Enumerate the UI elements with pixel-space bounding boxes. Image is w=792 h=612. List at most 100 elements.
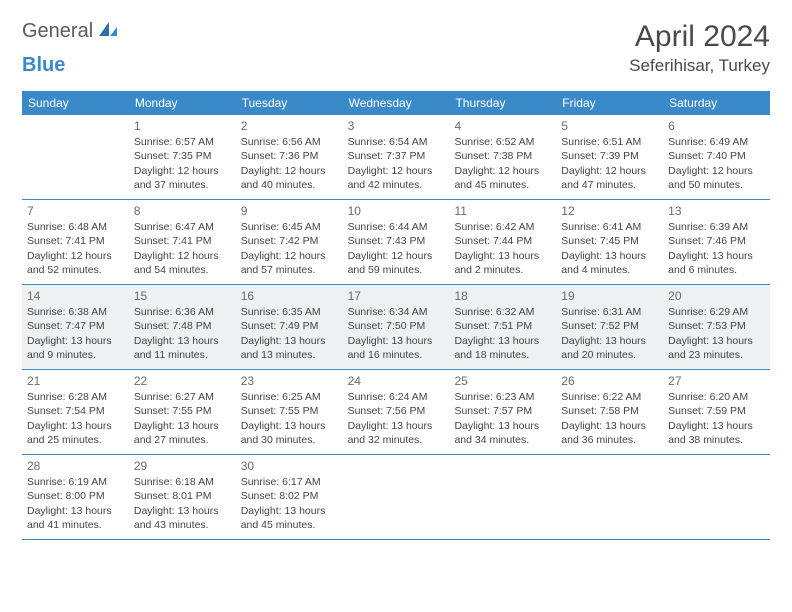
sunrise-text: Sunrise: 6:56 AM [241, 135, 338, 149]
sunrise-text: Sunrise: 6:39 AM [668, 220, 765, 234]
day-cell [556, 455, 663, 539]
day-cell: 5Sunrise: 6:51 AMSunset: 7:39 PMDaylight… [556, 115, 663, 199]
day-number: 22 [134, 373, 231, 389]
daylight-text: Daylight: 12 hours [348, 164, 445, 178]
day-cell: 14Sunrise: 6:38 AMSunset: 7:47 PMDayligh… [22, 285, 129, 369]
day-number: 21 [27, 373, 124, 389]
sunset-text: Sunset: 7:57 PM [454, 404, 551, 418]
day-cell: 20Sunrise: 6:29 AMSunset: 7:53 PMDayligh… [663, 285, 770, 369]
day-number: 20 [668, 288, 765, 304]
sunset-text: Sunset: 7:58 PM [561, 404, 658, 418]
day-number: 16 [241, 288, 338, 304]
sunrise-text: Sunrise: 6:47 AM [134, 220, 231, 234]
logo-text-blue: Blue [22, 54, 65, 77]
day-cell: 7Sunrise: 6:48 AMSunset: 7:41 PMDaylight… [22, 200, 129, 284]
day-cell: 9Sunrise: 6:45 AMSunset: 7:42 PMDaylight… [236, 200, 343, 284]
daylight-text: Daylight: 13 hours [561, 334, 658, 348]
day-cell: 28Sunrise: 6:19 AMSunset: 8:00 PMDayligh… [22, 455, 129, 539]
sunset-text: Sunset: 7:51 PM [454, 319, 551, 333]
dow-cell: Saturday [663, 91, 770, 115]
daylight-text: and 32 minutes. [348, 433, 445, 447]
day-cell: 17Sunrise: 6:34 AMSunset: 7:50 PMDayligh… [343, 285, 450, 369]
daylight-text: and 23 minutes. [668, 348, 765, 362]
day-cell [449, 455, 556, 539]
week-row: 1Sunrise: 6:57 AMSunset: 7:35 PMDaylight… [22, 115, 770, 200]
day-number: 3 [348, 118, 445, 134]
sunrise-text: Sunrise: 6:36 AM [134, 305, 231, 319]
sunset-text: Sunset: 7:41 PM [134, 234, 231, 248]
daylight-text: Daylight: 12 hours [241, 249, 338, 263]
sunrise-text: Sunrise: 6:48 AM [27, 220, 124, 234]
day-number: 17 [348, 288, 445, 304]
sunrise-text: Sunrise: 6:38 AM [27, 305, 124, 319]
day-number: 29 [134, 458, 231, 474]
dow-cell: Friday [556, 91, 663, 115]
day-number: 24 [348, 373, 445, 389]
week-row: 14Sunrise: 6:38 AMSunset: 7:47 PMDayligh… [22, 285, 770, 370]
daylight-text: and 16 minutes. [348, 348, 445, 362]
daylight-text: Daylight: 13 hours [348, 334, 445, 348]
day-cell: 21Sunrise: 6:28 AMSunset: 7:54 PMDayligh… [22, 370, 129, 454]
daylight-text: Daylight: 12 hours [134, 249, 231, 263]
sunrise-text: Sunrise: 6:28 AM [27, 390, 124, 404]
sunset-text: Sunset: 7:44 PM [454, 234, 551, 248]
sunset-text: Sunset: 7:36 PM [241, 149, 338, 163]
daylight-text: and 11 minutes. [134, 348, 231, 362]
sunset-text: Sunset: 8:01 PM [134, 489, 231, 503]
sunset-text: Sunset: 7:48 PM [134, 319, 231, 333]
sunset-text: Sunset: 7:52 PM [561, 319, 658, 333]
sunset-text: Sunset: 7:53 PM [668, 319, 765, 333]
sunrise-text: Sunrise: 6:19 AM [27, 475, 124, 489]
daylight-text: and 43 minutes. [134, 518, 231, 532]
day-number: 14 [27, 288, 124, 304]
day-cell: 26Sunrise: 6:22 AMSunset: 7:58 PMDayligh… [556, 370, 663, 454]
sunset-text: Sunset: 7:54 PM [27, 404, 124, 418]
month-title: April 2024 [629, 20, 770, 54]
daylight-text: Daylight: 13 hours [454, 249, 551, 263]
day-cell: 13Sunrise: 6:39 AMSunset: 7:46 PMDayligh… [663, 200, 770, 284]
daylight-text: Daylight: 13 hours [134, 334, 231, 348]
day-cell: 22Sunrise: 6:27 AMSunset: 7:55 PMDayligh… [129, 370, 236, 454]
day-number: 6 [668, 118, 765, 134]
day-number: 23 [241, 373, 338, 389]
day-cell: 2Sunrise: 6:56 AMSunset: 7:36 PMDaylight… [236, 115, 343, 199]
dow-cell: Tuesday [236, 91, 343, 115]
dow-header-row: SundayMondayTuesdayWednesdayThursdayFrid… [22, 91, 770, 115]
day-cell [663, 455, 770, 539]
daylight-text: Daylight: 13 hours [27, 334, 124, 348]
day-cell [22, 115, 129, 199]
day-number: 4 [454, 118, 551, 134]
daylight-text: Daylight: 13 hours [241, 419, 338, 433]
daylight-text: Daylight: 13 hours [27, 419, 124, 433]
daylight-text: Daylight: 12 hours [454, 164, 551, 178]
daylight-text: Daylight: 13 hours [241, 334, 338, 348]
day-cell: 8Sunrise: 6:47 AMSunset: 7:41 PMDaylight… [129, 200, 236, 284]
week-row: 28Sunrise: 6:19 AMSunset: 8:00 PMDayligh… [22, 455, 770, 540]
daylight-text: Daylight: 12 hours [561, 164, 658, 178]
location: Seferihisar, Turkey [629, 56, 770, 76]
sunrise-text: Sunrise: 6:23 AM [454, 390, 551, 404]
day-cell [343, 455, 450, 539]
daylight-text: Daylight: 13 hours [134, 419, 231, 433]
sunrise-text: Sunrise: 6:20 AM [668, 390, 765, 404]
daylight-text: Daylight: 13 hours [348, 419, 445, 433]
sunset-text: Sunset: 7:40 PM [668, 149, 765, 163]
sunset-text: Sunset: 7:47 PM [27, 319, 124, 333]
day-cell: 6Sunrise: 6:49 AMSunset: 7:40 PMDaylight… [663, 115, 770, 199]
daylight-text: Daylight: 12 hours [241, 164, 338, 178]
title-block: April 2024 Seferihisar, Turkey [629, 20, 770, 76]
sunset-text: Sunset: 8:00 PM [27, 489, 124, 503]
day-number: 25 [454, 373, 551, 389]
day-number: 10 [348, 203, 445, 219]
sunrise-text: Sunrise: 6:42 AM [454, 220, 551, 234]
sunset-text: Sunset: 7:39 PM [561, 149, 658, 163]
sunrise-text: Sunrise: 6:29 AM [668, 305, 765, 319]
sunrise-text: Sunrise: 6:35 AM [241, 305, 338, 319]
daylight-text: and 20 minutes. [561, 348, 658, 362]
day-cell: 15Sunrise: 6:36 AMSunset: 7:48 PMDayligh… [129, 285, 236, 369]
sunrise-text: Sunrise: 6:49 AM [668, 135, 765, 149]
day-number: 1 [134, 118, 231, 134]
sunrise-text: Sunrise: 6:25 AM [241, 390, 338, 404]
sunset-text: Sunset: 7:43 PM [348, 234, 445, 248]
day-number: 26 [561, 373, 658, 389]
